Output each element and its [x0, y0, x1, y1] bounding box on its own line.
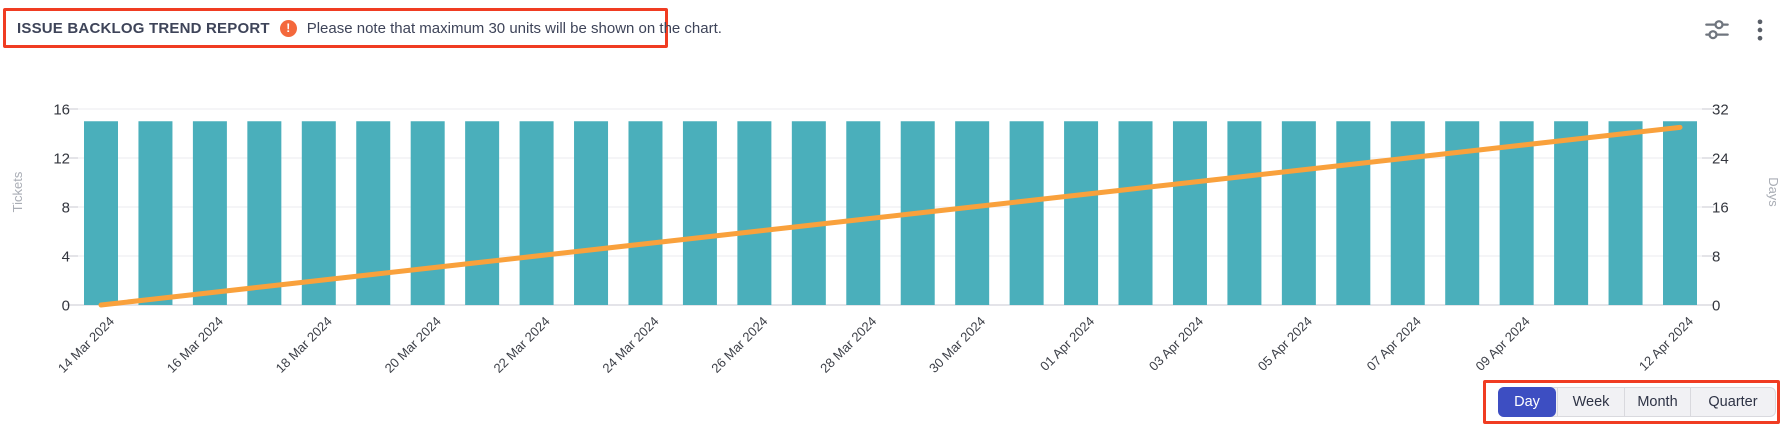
bar[interactable] — [574, 121, 609, 305]
range-button-week[interactable]: Week — [1557, 388, 1624, 416]
x-axis-label: 22 Mar 2024 — [490, 314, 552, 376]
x-axis-label: 07 Apr 2024 — [1364, 314, 1424, 374]
x-axis-label: 14 Mar 2024 — [55, 314, 117, 376]
title-annotation-box: ISSUE BACKLOG TREND REPORT ! Please note… — [3, 8, 722, 48]
left-axis-tick-label: 12 — [53, 151, 70, 168]
left-axis-tick-label: 0 — [62, 298, 70, 315]
bar[interactable] — [519, 121, 554, 305]
trend-line — [98, 124, 1683, 308]
bar[interactable] — [1390, 121, 1425, 305]
x-axis-label: 05 Apr 2024 — [1255, 314, 1315, 374]
bar[interactable] — [1009, 121, 1044, 305]
right-axis-tick-label: 16 — [1712, 200, 1729, 217]
bar[interactable] — [1663, 121, 1697, 305]
x-axis-label: 16 Mar 2024 — [164, 314, 226, 376]
x-axis-label: 03 Apr 2024 — [1146, 314, 1206, 374]
bar[interactable] — [682, 121, 717, 305]
bar[interactable] — [1118, 121, 1153, 305]
more-options-icon[interactable] — [1746, 14, 1774, 46]
x-axis-label: 01 Apr 2024 — [1037, 314, 1097, 374]
left-axis-name: Tickets — [10, 171, 25, 212]
max-units-note: Please note that maximum 30 units will b… — [306, 19, 722, 37]
left-axis-tick-label: 8 — [62, 200, 70, 217]
bar[interactable] — [1227, 121, 1262, 305]
bar[interactable] — [84, 121, 118, 305]
bar[interactable] — [628, 121, 663, 305]
warning-icon: ! — [279, 19, 297, 37]
x-axis-label: 28 Mar 2024 — [817, 314, 879, 376]
right-axis-tick-label: 32 — [1712, 102, 1729, 119]
x-axis-label: 18 Mar 2024 — [273, 314, 335, 376]
bar[interactable] — [1608, 121, 1643, 305]
bar[interactable] — [1499, 121, 1534, 305]
bar[interactable] — [1336, 121, 1371, 305]
bar[interactable] — [192, 121, 227, 305]
right-axis-tick-label: 0 — [1712, 298, 1720, 315]
chart-settings-icon[interactable] — [1700, 14, 1734, 46]
range-button-month[interactable]: Month — [1624, 388, 1690, 416]
x-axis-label: 09 Apr 2024 — [1473, 314, 1533, 374]
left-axis-tick-label: 4 — [62, 249, 70, 266]
bar[interactable] — [138, 121, 173, 305]
right-axis-tick-label: 24 — [1712, 151, 1729, 168]
bar[interactable] — [1064, 121, 1099, 305]
bar[interactable] — [1281, 121, 1316, 305]
bar[interactable] — [791, 121, 826, 305]
kebab-menu-icon — [1757, 19, 1763, 41]
bar[interactable] — [247, 121, 282, 305]
bar[interactable] — [301, 121, 336, 305]
x-axis-label: 20 Mar 2024 — [382, 314, 444, 376]
x-axis-label: 12 Apr 2024 — [1636, 314, 1696, 374]
right-axis-name: Days — [1766, 177, 1781, 207]
time-range-switcher: Day Week Month Quarter — [1498, 387, 1776, 417]
bar[interactable] — [465, 121, 500, 305]
bar[interactable] — [846, 121, 881, 305]
bar[interactable] — [1554, 121, 1589, 305]
report-title: ISSUE BACKLOG TREND REPORT — [17, 19, 270, 37]
bar[interactable] — [410, 121, 445, 305]
x-axis-label: 26 Mar 2024 — [708, 314, 770, 376]
bar[interactable] — [1172, 121, 1207, 305]
bar[interactable] — [737, 121, 772, 305]
range-button-quarter[interactable]: Quarter — [1690, 388, 1775, 416]
bar[interactable] — [955, 121, 990, 305]
range-annotation-box: Day Week Month Quarter — [1483, 380, 1780, 424]
right-axis-tick-label: 8 — [1712, 249, 1720, 266]
left-axis-tick-label: 16 — [53, 102, 70, 119]
range-button-day[interactable]: Day — [1498, 387, 1556, 417]
x-axis-label: 30 Mar 2024 — [926, 314, 988, 376]
x-axis-label: 24 Mar 2024 — [599, 314, 661, 376]
sliders-icon — [1705, 20, 1729, 40]
